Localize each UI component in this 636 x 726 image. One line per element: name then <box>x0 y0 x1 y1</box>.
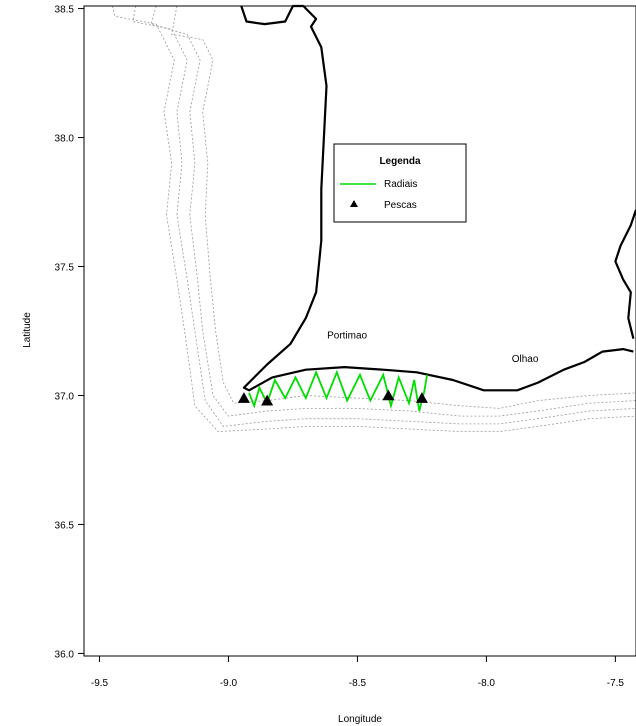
y-tick-label-5: 38.5 <box>55 5 75 16</box>
y-tick-label-0: 36.0 <box>55 649 75 660</box>
coastline <box>240 4 636 392</box>
x-tick-label-3: -8.0 <box>478 678 496 689</box>
bathymetry-contour-3 <box>112 5 636 433</box>
x-tick-label-1: -9.0 <box>220 678 238 689</box>
plot-area: Portimao Olhao <box>112 4 636 433</box>
x-axis-title: Longitude <box>338 714 382 725</box>
x-tick-label-2: -8.5 <box>349 678 367 689</box>
coastline-east <box>614 209 636 339</box>
y-axis: 36.0 36.5 37.0 37.5 38.0 38.5 <box>55 5 84 660</box>
place-label-olhao: Olhao <box>512 354 539 365</box>
legend-pescas-label: Pescas <box>384 200 417 211</box>
bathymetry-contour-0 <box>171 5 636 409</box>
radiais-track <box>248 369 428 412</box>
legend-radiais-label: Radiais <box>384 179 417 190</box>
y-tick-label-1: 36.5 <box>55 520 75 531</box>
legend-title: Legenda <box>379 156 421 167</box>
y-tick-label-2: 37.0 <box>55 391 75 402</box>
x-axis: -9.5 -9.0 -8.5 -8.0 -7.5 <box>91 656 625 689</box>
pescas-point-0 <box>237 392 250 403</box>
legend-box <box>333 143 467 223</box>
y-tick-label-4: 38.0 <box>55 134 75 145</box>
radiais-line <box>248 369 428 412</box>
pescas-point-1 <box>261 394 274 406</box>
pescas-points <box>237 389 428 406</box>
plot-frame <box>83 5 636 657</box>
legend-pescas-triangle-icon <box>350 200 358 207</box>
coastline-main <box>240 4 634 392</box>
pescas-point-2 <box>382 389 395 401</box>
place-label-portimao: Portimao <box>327 331 367 342</box>
y-axis-title: Latitude <box>22 312 33 348</box>
bathymetry-contour-1 <box>150 5 636 417</box>
pescas-point-3 <box>415 392 428 403</box>
legend: Legenda Radiais Pescas <box>333 143 467 223</box>
x-tick-label-0: -9.5 <box>91 678 109 689</box>
x-tick-label-4: -7.5 <box>607 678 625 689</box>
bathymetry-contour-2 <box>132 5 636 427</box>
bathymetry-contours <box>112 5 636 433</box>
y-tick-label-3: 37.5 <box>55 263 75 274</box>
